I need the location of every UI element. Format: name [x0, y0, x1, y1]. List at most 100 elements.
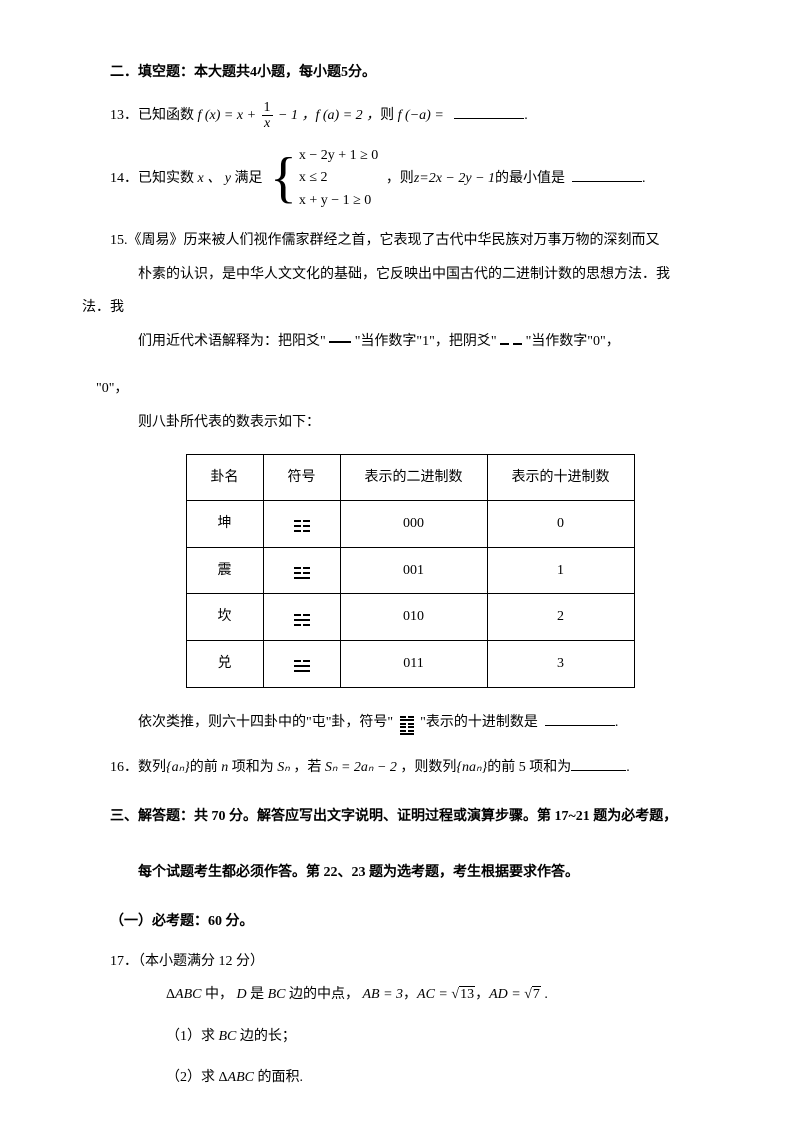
q16-t3: 项和为 — [232, 760, 274, 775]
sqrt-13: √13 — [451, 978, 475, 1012]
q13-fa: f (a) = 2 ， — [316, 108, 381, 123]
q15-p1b: 朴素的认识，是中华人文文化的基础，它反映出中国古代的二进制计数的思想方法．我 — [138, 267, 670, 282]
q17-s2c: 的面积. — [257, 1070, 303, 1085]
q17-ab: AB = 3 — [362, 987, 403, 1002]
table-row: 坤 000 0 — [186, 501, 634, 548]
q17-s1a: （1）求 — [166, 1029, 219, 1044]
document-page: 二．填空题：本大题共4小题，每小题5分。 13．已知函数 f (x) = x +… — [0, 0, 800, 1147]
section-2-heading: 二．填空题：本大题共4小题，每小题5分。 — [110, 60, 710, 85]
q13-fneg: f (−a) = — [398, 108, 448, 123]
q17-s1b: BC — [219, 1029, 240, 1044]
q14-number: 14． — [110, 171, 138, 186]
th-2: 符号 — [263, 454, 340, 501]
q14-xy: x 、 y — [198, 171, 235, 186]
q13-fraction: 1x — [262, 100, 273, 132]
q17-s2b: ABC — [228, 1070, 258, 1085]
r4c4: 3 — [487, 640, 634, 687]
q17-ad-pre: AD = — [489, 987, 524, 1002]
r1c3: 000 — [340, 501, 487, 548]
q17-sub2: （2）求 ΔABC 的面积. — [110, 1061, 710, 1095]
q13-frac-den: x — [262, 116, 273, 131]
q17-b1g: 边的中点， — [289, 987, 363, 1002]
q17-ac-val: 13 — [459, 986, 475, 1002]
question-14: 14．已知实数 x 、 y 满足 { x − 2y + 1 ≥ 0 x ≤ 2 … — [110, 145, 710, 212]
r3c4: 2 — [487, 594, 634, 641]
r4c1: 兑 — [186, 640, 263, 687]
r3c3: 010 — [340, 594, 487, 641]
table-row: 坎 010 2 — [186, 594, 634, 641]
r2c3: 001 — [340, 547, 487, 594]
hexagram-zhun-icon — [400, 711, 414, 734]
q17-s1c: 边的长； — [240, 1029, 296, 1044]
q17-b1d: D — [236, 987, 250, 1002]
sec3-h1: 三、解答题：共 70 分。解答应写出文字说明、证明过程或演算步骤。第 17~21… — [110, 809, 677, 824]
q14-sys1: x − 2y + 1 ≥ 0 — [299, 145, 378, 167]
table-row: 兑 011 3 — [186, 640, 634, 687]
q17-number: 17． — [110, 954, 138, 969]
q13-text-1: 已知函数 — [138, 108, 198, 123]
q14-system: { x − 2y + 1 ≥ 0 x ≤ 2 x + y − 1 ≥ 0 — [270, 145, 378, 212]
brace-icon: { — [270, 150, 297, 206]
q14-sys3: x + y − 1 ≥ 0 — [299, 190, 378, 212]
q16-t6: 的前 5 项和为 — [487, 760, 571, 775]
q15-blank — [545, 711, 615, 726]
sec3-h2: 每个试题考生都必须作答。第 22、23 题为选考题，考生根据要求作答。 — [110, 855, 710, 891]
subsection-1: （一）必考题：60 分。 — [110, 909, 710, 934]
trigram-zhen-icon — [294, 562, 310, 579]
table-row: 震 001 1 — [186, 547, 634, 594]
question-16: 16．数列{aₙ}的前 n 项和为 Sₙ ，若 Sₙ = 2aₙ − 2 ，则数… — [110, 751, 710, 785]
q16-t5: ，则数列 — [400, 760, 456, 775]
q15-p1c-wrap: 法．我 — [82, 291, 710, 325]
r4c2 — [263, 640, 340, 687]
q15-p3-wrap: 则八卦所代表的数表示如下： — [110, 406, 710, 440]
trigram-kan-icon — [294, 609, 310, 626]
q15-p2: 们用近代术语解释为：把阳爻" — [138, 334, 329, 349]
q15-p2c: "当作数字"0"， — [522, 334, 620, 349]
q14-t3: ，则 — [386, 171, 414, 186]
q15-p1b-wrap: 朴素的认识，是中华人文文化的基础，它反映出中国古代的二进制计数的思想方法．我 — [110, 258, 710, 292]
q14-blank — [572, 167, 642, 182]
q14-z: z=2x − 2y − 1 — [414, 171, 495, 186]
r1c1: 坤 — [186, 501, 263, 548]
q17-b1f: BC — [268, 987, 289, 1002]
q15-p4a: 依次类推，则六十四卦中的"屯"卦，符号" — [138, 715, 397, 730]
r4c3: 011 — [340, 640, 487, 687]
q16-t1: 数列 — [138, 760, 166, 775]
section-3-heading: 三、解答题：共 70 分。解答应写出文字说明、证明过程或演算步骤。第 17~21… — [110, 799, 710, 892]
yin-line-icon — [500, 334, 522, 349]
r1c4: 0 — [487, 501, 634, 548]
q13-frac-num: 1 — [262, 100, 273, 116]
q15-p4-wrap: 依次类推，则六十四卦中的"屯"卦，符号" "表示的十进制数是 . — [110, 706, 710, 740]
yang-line-icon — [329, 341, 351, 343]
q16-t4: ，若 — [293, 760, 325, 775]
q17-b1e: 是 — [250, 987, 268, 1002]
q15-p4b: "表示的十进制数是 — [417, 715, 538, 730]
r3c2 — [263, 594, 340, 641]
th-1: 卦名 — [186, 454, 263, 501]
r3c1: 坎 — [186, 594, 263, 641]
r2c2 — [263, 547, 340, 594]
q17-s2a: （2）求 Δ — [166, 1070, 228, 1085]
th-4: 表示的十进制数 — [487, 454, 634, 501]
q13-number: 13． — [110, 108, 138, 123]
q16-n: n — [221, 760, 232, 775]
q16-nan: {naₙ} — [456, 760, 487, 775]
q14-t2: 满足 — [234, 171, 262, 186]
q13-fx: f (x) = x + — [198, 108, 260, 123]
q14-t1: 已知实数 — [138, 171, 198, 186]
q17-c1: ， — [403, 987, 417, 1002]
q17-body: ΔABC 中， D 是 BC 边的中点， AB = 3，AC = √13，AD … — [110, 978, 710, 1012]
q15-p1: 《周易》历来被人们视作儒家群经之首，它表现了古代中华民族对万事万物的深刻而又 — [128, 233, 660, 248]
th-3: 表示的二进制数 — [340, 454, 487, 501]
q17-b1b: ABC — [175, 987, 205, 1002]
q13-t3: 则 — [380, 108, 398, 123]
q17-b1a: Δ — [166, 987, 175, 1002]
q15-p2b: "当作数字"1"，把阴爻" — [351, 334, 500, 349]
trigram-dui-icon — [294, 655, 310, 672]
trigram-kun-icon — [294, 515, 310, 532]
q16-t2: 的前 — [190, 760, 222, 775]
question-17: 17．（本小题满分 12 分） ΔABC 中， D 是 BC 边的中点， AB … — [110, 945, 710, 1095]
q17-period: . — [541, 987, 548, 1002]
q17-ad-val: 7 — [532, 986, 541, 1002]
q14-system-content: x − 2y + 1 ≥ 0 x ≤ 2 x + y − 1 ≥ 0 — [299, 145, 378, 212]
